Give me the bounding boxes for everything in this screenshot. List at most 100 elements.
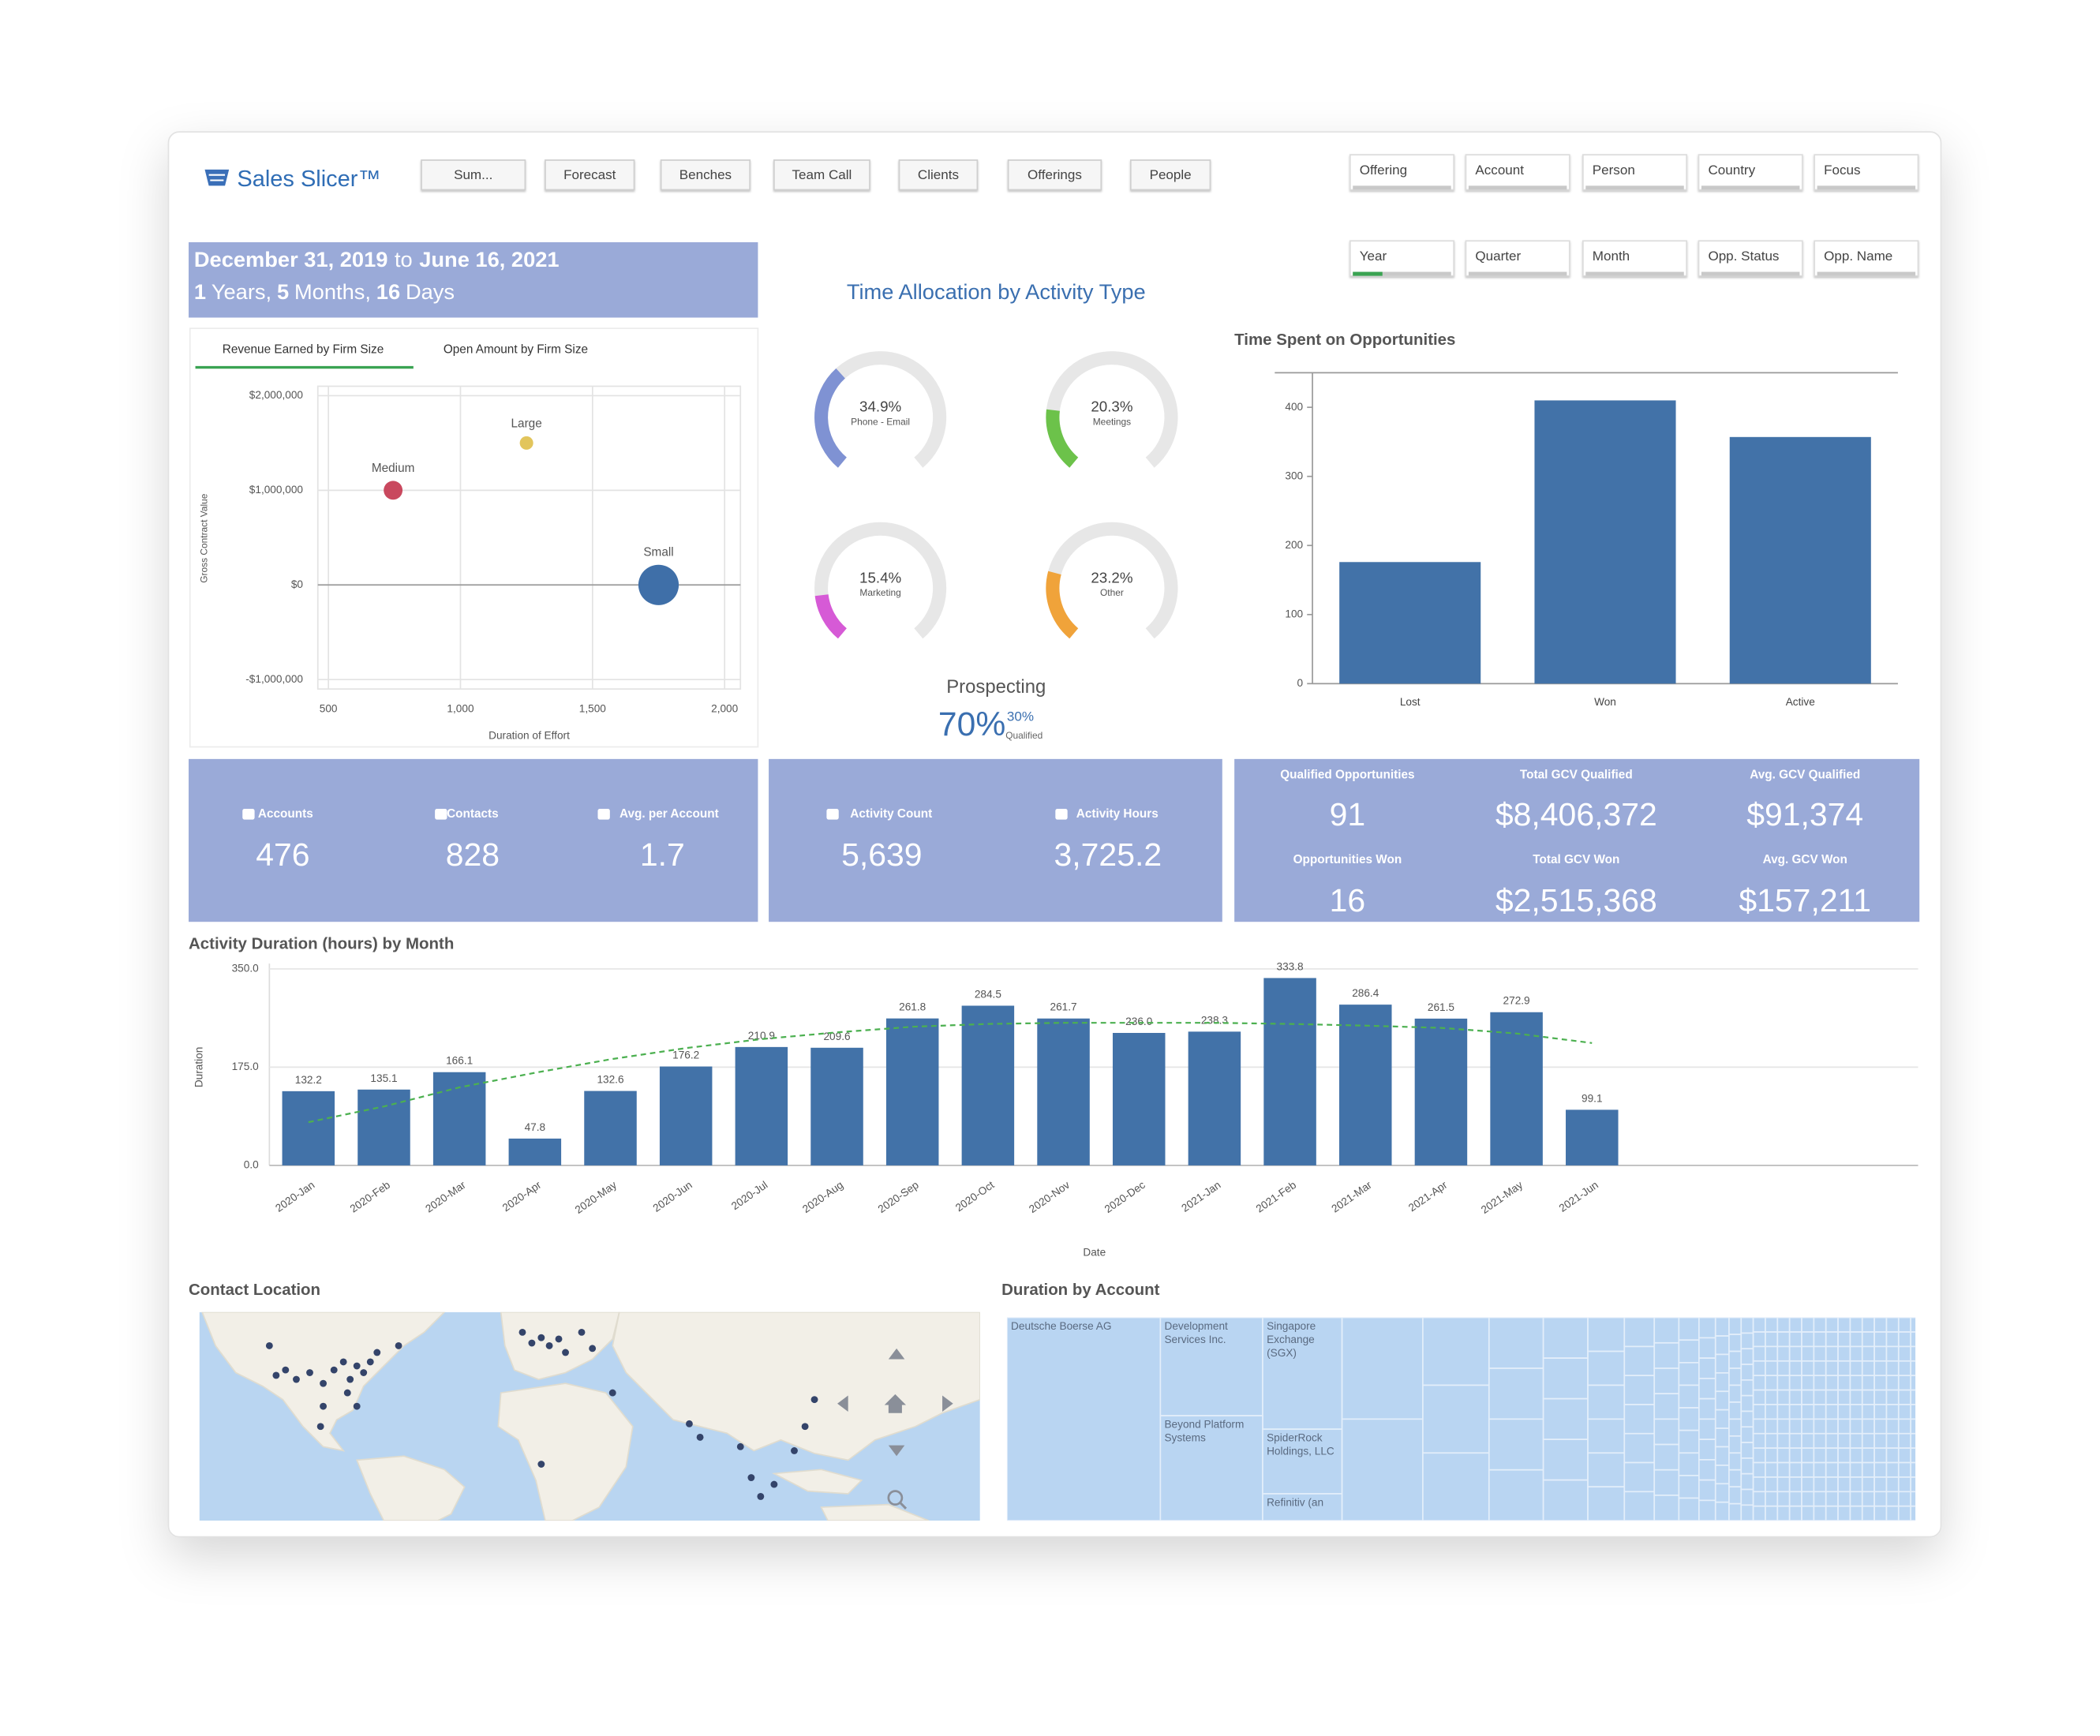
plot-frame [316,385,742,690]
treemap-cell [1752,1317,1766,1333]
treemap-cell [1801,1375,1815,1391]
treemap-cell [1542,1317,1589,1359]
treemap-cell [1874,1505,1888,1521]
pan-left[interactable] [837,1395,848,1412]
zoom[interactable] [887,1490,904,1506]
treemap-cell [1740,1488,1754,1506]
treemap-cell [1776,1375,1791,1391]
treemap-cell [1825,1317,1839,1333]
nav-button-label[interactable]: Benches [679,167,732,182]
treemap-cell [1623,1345,1656,1377]
bar [1339,562,1481,684]
nav-button-label[interactable]: Sum... [454,167,492,182]
filter-box[interactable] [1465,154,1570,191]
treemap-cell [1910,1389,1916,1405]
nav-button-label[interactable]: Clients [918,167,959,182]
filter-box[interactable] [1698,240,1803,277]
pan-down[interactable] [888,1445,905,1457]
filter-box[interactable] [1349,154,1454,191]
filter-box[interactable] [1465,240,1570,277]
data-label: 132.6 [597,1074,623,1086]
y-tick-label: $2,000,000 [249,389,304,401]
treemap-cell [1813,1331,1827,1348]
nav-button-label[interactable]: Team Call [792,167,852,182]
treemap-cell [1897,1331,1912,1348]
filter-box[interactable] [1582,154,1688,191]
filter-label: Person [1593,163,1635,178]
treemap-cell [1849,1331,1863,1348]
map[interactable] [199,1311,980,1521]
filter-bar [1817,185,1916,190]
data-label: 272.9 [1503,995,1530,1007]
nav-button[interactable] [1129,159,1211,191]
contact-dot [316,1423,324,1431]
y-tick-label: $0 [291,578,304,590]
treemap-cell [1788,1447,1802,1464]
date-start: December 31, 2019 [194,247,388,271]
treemap-cell [1861,1375,1875,1391]
contact-dot [562,1349,569,1356]
kpi-icon [826,808,839,820]
filter-box[interactable] [1349,240,1454,277]
treemap-cell [1714,1465,1730,1485]
treemap-cell [1837,1461,1851,1478]
treemap-cell [1765,1404,1779,1420]
filter-box[interactable] [1814,154,1919,191]
pan-up[interactable] [888,1348,905,1360]
qualified-text: Qualified [1005,730,1043,741]
nav-button[interactable] [545,159,635,191]
nav-button-label[interactable]: Forecast [563,167,616,182]
contact-dot [320,1402,328,1410]
treemap-cell [1885,1447,1900,1464]
treemap-cell [1740,1426,1754,1443]
pan-right[interactable] [942,1395,953,1412]
nav-button[interactable] [898,159,979,191]
treemap-cell [1801,1418,1815,1435]
bar [1338,1005,1392,1165]
treemap-cell [1861,1418,1875,1435]
filter-label: Account [1475,163,1524,178]
logo-icon [204,169,230,186]
treemap-cell [1752,1432,1766,1450]
treemap-cell [1849,1447,1863,1464]
nav-button[interactable] [421,159,526,191]
contact-dot [537,1461,545,1468]
treemap-cell [1788,1404,1802,1420]
kpi-label: Qualified Opportunities [1280,768,1414,781]
nav-button[interactable] [660,159,751,191]
treemap-cell [1897,1345,1912,1362]
treemap-cell [1788,1432,1802,1450]
prospecting-value: 70% [938,705,1005,743]
treemap-cell [1752,1476,1766,1493]
kpi-icon [1055,808,1068,820]
treemap-cell [1837,1476,1851,1493]
kpi-label: Contacts [447,807,499,821]
nav-button-label[interactable]: People [1150,167,1192,182]
treemap-cell [1861,1404,1875,1420]
nav-button-label[interactable]: Offerings [1028,167,1082,182]
contact-dot [339,1358,347,1366]
treemap-cell [1910,1476,1916,1493]
nav-button[interactable] [1007,159,1102,191]
nav-button[interactable] [773,159,870,191]
data-label: 132.2 [295,1074,322,1086]
treemap-cell [1752,1389,1766,1405]
kpi-label: Accounts [258,807,313,821]
kpi-icon [242,808,255,820]
tab[interactable]: Open Amount by Firm Size [444,342,588,356]
treemap-cell [1874,1418,1888,1435]
filter-box[interactable] [1582,240,1688,277]
tab[interactable]: Revenue Earned by Firm Size [223,342,384,356]
home[interactable] [884,1394,907,1413]
bar [659,1066,713,1165]
y-tick-label: 300 [1285,470,1303,481]
treemap-cell [1422,1452,1490,1521]
treemap-cell [1788,1360,1802,1377]
treemap-cell [1740,1317,1754,1334]
treemap-cell [1678,1429,1700,1454]
treemap-cell [1813,1418,1827,1435]
treemap-cell [1874,1461,1888,1478]
treemap-cell [1837,1491,1851,1507]
treemap-cell [1678,1475,1700,1499]
kpi-value: $157,211 [1739,882,1871,919]
